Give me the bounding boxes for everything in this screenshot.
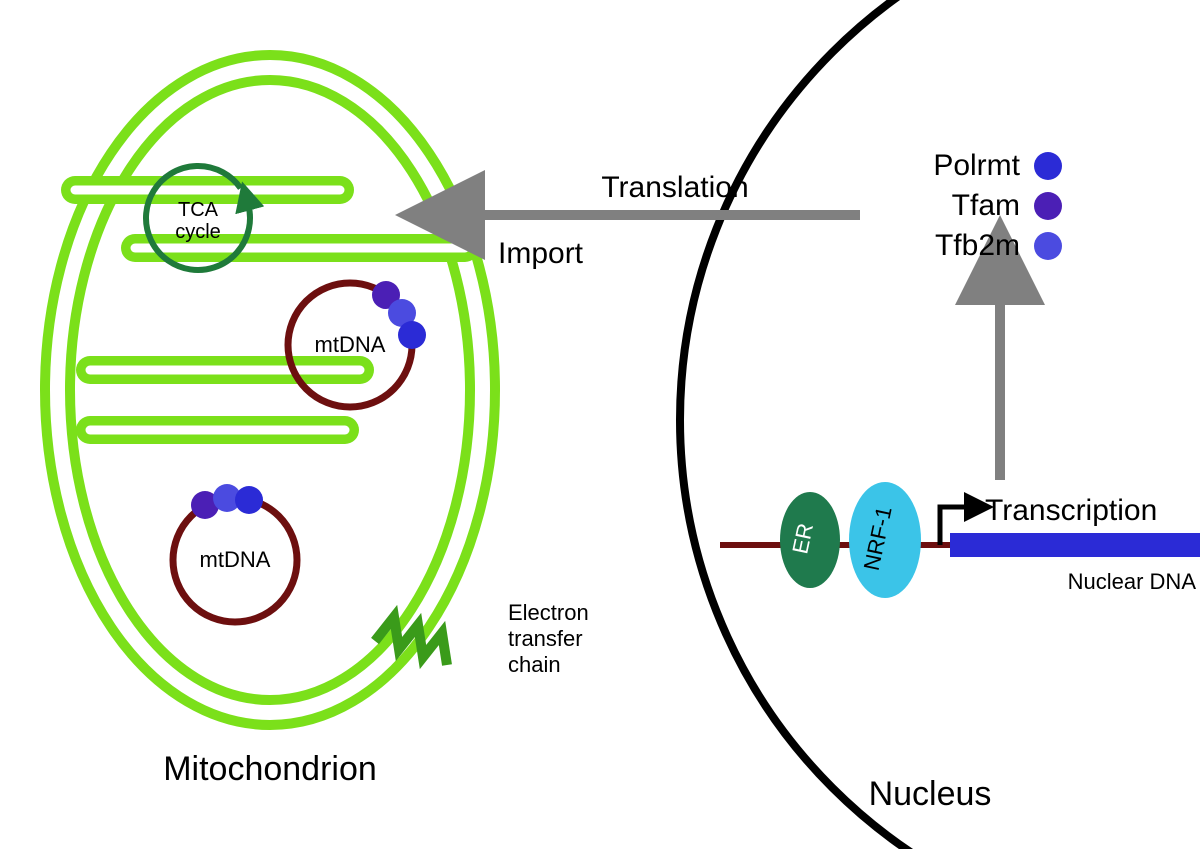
nucleus-membrane [680,0,1200,849]
protein-dot [235,486,263,514]
er-factor: ER [780,492,840,588]
translation-label: Translation [601,171,748,204]
mitochondrion: TCA cycle mtDNA mtDNA Electrontransfercha… [45,55,589,725]
tca-label: cycle [175,221,221,243]
nuclear-dna-box [950,533,1200,557]
protein-name: Tfam [952,189,1020,222]
etc-label-line: transfer [508,626,583,651]
protein-dot [1034,232,1062,260]
mtdna-label: mtDNA [315,332,386,357]
etc-label: Electrontransferchain [508,600,589,677]
protein-dot [1034,192,1062,220]
mito-outer-membrane [45,55,495,725]
transcription-label: Transcription [985,494,1157,527]
nrf1-factor: NRF-1 [849,482,921,598]
protein-name: Polrmt [933,149,1020,182]
etc-label-line: Electron [508,600,589,625]
protein-name: Tfb2m [935,229,1020,262]
nucleus-label: Nucleus [869,775,992,813]
mitochondrion-label: Mitochondrion [163,750,377,788]
nucleus: Nuclear DNA ER NRF-1 Transcription Polrm… [680,0,1200,849]
nuclear-dna-label: Nuclear DNA [1068,569,1197,594]
protein-list: Polrmt Tfam Tfb2m [933,149,1062,262]
protein-dot [1034,152,1062,180]
diagram-canvas: TCA cycle mtDNA mtDNA Electrontransfercha… [0,0,1200,849]
import-label: Import [498,237,584,270]
protein-dot [398,321,426,349]
tca-label: TCA [178,199,219,221]
mtdna-label: mtDNA [200,547,271,572]
etc-label-line: chain [508,652,561,677]
